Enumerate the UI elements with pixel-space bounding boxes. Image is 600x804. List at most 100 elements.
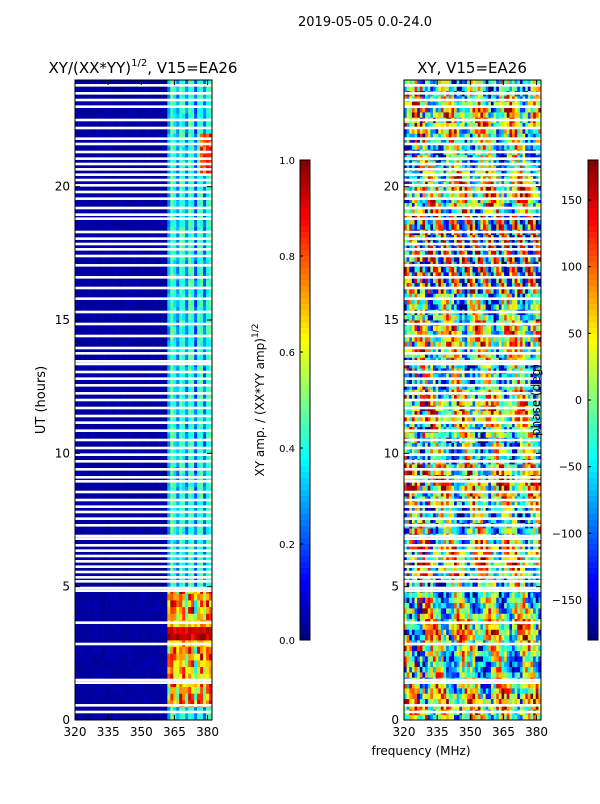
amplitude-heatmap-cell	[203, 653, 206, 660]
amplitude-heatmap-cell	[158, 627, 161, 634]
amplitude-heatmap-cell	[132, 340, 135, 347]
amplitude-heatmap-cell	[84, 267, 87, 274]
amplitude-heatmap-cell	[176, 693, 179, 700]
amplitude-heatmap-cell	[182, 200, 185, 207]
amplitude-heatmap-cell	[206, 660, 209, 667]
amplitude-heatmap-cell	[78, 693, 81, 700]
amplitude-heatmap-cell	[84, 600, 87, 607]
amplitude-heatmap-cell	[179, 693, 182, 700]
amplitude-heatmap-cell	[126, 713, 129, 720]
amplitude-heatmap-cell	[90, 713, 93, 720]
flagged-row	[75, 143, 212, 146]
phase-heatmap-cell	[465, 688, 468, 694]
amplitude-heatmap-cell	[152, 687, 155, 694]
amplitude-heatmap-cell	[96, 613, 99, 620]
flagged-row	[75, 127, 212, 130]
flagged-row	[75, 105, 212, 108]
colorbar-segment	[300, 502, 310, 509]
phase-heatmap-cell	[501, 693, 504, 699]
amplitude-heatmap-cell	[185, 313, 188, 320]
phase-heatmap-cell	[415, 688, 418, 694]
amplitude-heatmap-cell	[200, 300, 203, 307]
amplitude-heatmap-cell	[206, 693, 209, 700]
amplitude-heatmap-cell	[194, 647, 197, 654]
amplitude-heatmap-cell	[185, 687, 188, 694]
amplitude-heatmap-cell	[132, 220, 135, 227]
phase-heatmap-cell	[454, 688, 457, 694]
amplitude-heatmap-cell	[117, 653, 120, 660]
amplitude-heatmap-cell	[102, 200, 105, 207]
amplitude-heatmap-cell	[138, 693, 141, 700]
amplitude-heatmap-cell	[114, 653, 117, 660]
amplitude-heatmap-cell	[144, 600, 147, 607]
amplitude-heatmap-cell	[114, 660, 117, 667]
x-tick-label: 320	[64, 725, 87, 739]
amplitude-heatmap-cell	[90, 267, 93, 274]
amplitude-heatmap-cell	[188, 647, 191, 654]
amplitude-heatmap-cell	[78, 647, 81, 654]
amplitude-heatmap-cell	[78, 313, 81, 320]
amplitude-heatmap-cell	[203, 687, 206, 694]
amplitude-heatmap-cell	[191, 313, 194, 320]
amplitude-heatmap-cell	[126, 687, 129, 694]
amplitude-heatmap-cell	[161, 627, 164, 634]
flagged-row	[75, 119, 212, 122]
amplitude-heatmap-cell	[182, 693, 185, 700]
amplitude-heatmap-cell	[84, 660, 87, 667]
colorbar-segment	[300, 184, 310, 191]
amplitude-heatmap-cell	[164, 220, 167, 227]
amplitude-heatmap-cell	[123, 687, 126, 694]
amplitude-heatmap-cell	[99, 267, 102, 274]
amplitude-heatmap-cell	[99, 327, 102, 334]
amplitude-heatmap-cell	[152, 693, 155, 700]
phase-heatmap-cell	[417, 699, 420, 705]
amplitude-heatmap-cell	[144, 647, 147, 654]
colorbar-segment	[300, 406, 310, 413]
amplitude-heatmap-cell	[108, 280, 111, 287]
amplitude-heatmap-cell	[149, 220, 152, 227]
amplitude-heatmap-cell	[164, 313, 167, 320]
amplitude-heatmap-cell	[141, 660, 144, 667]
amplitude-heatmap-cell	[155, 607, 158, 614]
phase-heatmap-cell	[449, 699, 452, 705]
amplitude-heatmap-cell	[146, 607, 149, 614]
amplitude-heatmap-cell	[206, 667, 209, 674]
amplitude-heatmap-cell	[182, 653, 185, 660]
amplitude-heatmap-cell	[167, 300, 170, 307]
amplitude-heatmap-cell	[93, 687, 96, 694]
amplitude-heatmap-cell	[117, 313, 120, 320]
colorbar-tick-label: 0.0	[279, 636, 295, 647]
flagged-row	[75, 264, 212, 267]
amplitude-heatmap-cell	[158, 300, 161, 307]
amplitude-heatmap-cell	[158, 653, 161, 660]
phase-heatmap-cell	[491, 688, 494, 694]
amplitude-heatmap-cell	[105, 693, 108, 700]
amplitude-heatmap-cell	[123, 653, 126, 660]
amplitude-heatmap-cell	[126, 267, 129, 274]
amplitude-heatmap-cell	[105, 607, 108, 614]
phase-heatmap-cell	[496, 693, 499, 699]
phase-heatmap-cell	[523, 693, 526, 699]
amplitude-heatmap-cell	[126, 313, 129, 320]
amplitude-heatmap-cell	[75, 593, 78, 600]
amplitude-heatmap-cell	[108, 340, 111, 347]
colorbar-tick-label: 0.8	[279, 252, 295, 263]
amplitude-heatmap-cell	[197, 600, 200, 607]
amplitude-heatmap-cell	[179, 633, 182, 640]
amplitude-heatmap-cell	[161, 633, 164, 640]
amplitude-heatmap-cell	[84, 667, 87, 674]
amplitude-heatmap-cell	[123, 667, 126, 674]
flagged-row	[75, 576, 212, 579]
amplitude-heatmap-cell	[158, 607, 161, 614]
amplitude-heatmap-cell	[81, 600, 84, 607]
amplitude-heatmap-cell	[141, 687, 144, 694]
amplitude-heatmap-cell	[90, 667, 93, 674]
amplitude-heatmap-cell	[78, 653, 81, 660]
amplitude-heatmap-cell	[129, 633, 132, 640]
amplitude-heatmap-cell	[152, 300, 155, 307]
amplitude-heatmap-cell	[176, 313, 179, 320]
phase-heatmap-cell	[407, 699, 410, 705]
amplitude-heatmap-cell	[200, 693, 203, 700]
amplitude-heatmap-cell	[144, 593, 147, 600]
amplitude-heatmap-cell	[155, 627, 158, 634]
